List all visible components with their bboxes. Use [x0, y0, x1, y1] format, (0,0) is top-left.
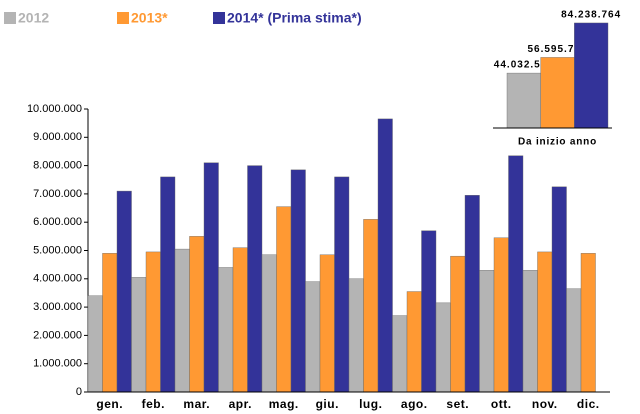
- x-tick-label: set.: [446, 397, 469, 411]
- bar: [290, 169, 306, 393]
- legend-label: 2013*: [131, 10, 168, 26]
- bar: [218, 267, 234, 393]
- y-tick-label: 3.000.000: [33, 301, 82, 313]
- bar: [174, 248, 190, 393]
- bar: [276, 206, 292, 393]
- y-tick-label: 10.000.000: [27, 103, 82, 115]
- legend-swatch: [117, 12, 129, 24]
- bar: [479, 270, 495, 393]
- legend-label: 2014* (Prima stima*): [227, 10, 362, 26]
- bar: [392, 315, 408, 393]
- bar: [435, 302, 451, 393]
- bar: [377, 118, 393, 393]
- bar: [537, 251, 553, 393]
- bar: [160, 176, 176, 393]
- value-label: 44.032.537: [494, 60, 554, 71]
- y-tick-label: 2.000.000: [33, 329, 82, 341]
- bar: [145, 251, 161, 393]
- x-tick-label: Da inizio anno: [518, 137, 597, 148]
- bar: [464, 195, 480, 393]
- bar: [506, 72, 541, 129]
- bar: [319, 254, 335, 393]
- bar: [540, 57, 575, 129]
- bar: [551, 186, 567, 393]
- y-tick-label: 8.000.000: [33, 160, 82, 172]
- x-tick-label: apr.: [229, 397, 252, 411]
- x-tick-label: ott.: [491, 397, 512, 411]
- bar: [131, 277, 147, 393]
- x-tick-label: lug.: [359, 397, 382, 411]
- x-tick-label: ago.: [401, 397, 428, 411]
- bar: [450, 255, 466, 393]
- bar: [305, 281, 321, 393]
- bar: [493, 237, 509, 393]
- y-tick-label: 1.000.000: [33, 358, 82, 370]
- y-tick-label: 4.000.000: [33, 273, 82, 285]
- x-tick-label: gen.: [96, 397, 123, 411]
- bar: [116, 190, 132, 393]
- legend-swatch: [4, 12, 16, 24]
- x-tick-label: mag.: [269, 397, 299, 411]
- bar: [421, 230, 437, 393]
- y-tick-label: 6.000.000: [33, 216, 82, 228]
- bar: [580, 253, 596, 393]
- bar: [574, 22, 609, 129]
- bar: [261, 254, 277, 393]
- legend-swatch: [213, 12, 225, 24]
- legend-label: 2012: [18, 10, 49, 26]
- value-label: 56.595.725: [527, 44, 587, 55]
- y-tick-label: 9.000.000: [33, 131, 82, 143]
- bar: [522, 270, 538, 393]
- bar: [102, 253, 118, 393]
- bar: [406, 291, 422, 393]
- x-tick-label: dic.: [577, 397, 600, 411]
- x-tick-label: feb.: [142, 397, 165, 411]
- value-label: 84.238.764: [561, 10, 621, 21]
- bar: [334, 176, 350, 393]
- bar: [363, 219, 379, 393]
- y-tick-label: 0: [76, 386, 82, 398]
- bar: [566, 288, 582, 393]
- bar: [247, 165, 263, 393]
- bar: [189, 236, 205, 393]
- x-tick-label: nov.: [532, 397, 558, 411]
- bar: [203, 162, 219, 393]
- bar: [508, 155, 524, 393]
- x-tick-label: giu.: [316, 397, 339, 411]
- x-tick-label: mar.: [183, 397, 210, 411]
- y-tick-label: 5.000.000: [33, 244, 82, 256]
- bar: [348, 278, 364, 393]
- bar: [232, 247, 248, 393]
- y-tick-label: 7.000.000: [33, 188, 82, 200]
- bar: [87, 295, 103, 393]
